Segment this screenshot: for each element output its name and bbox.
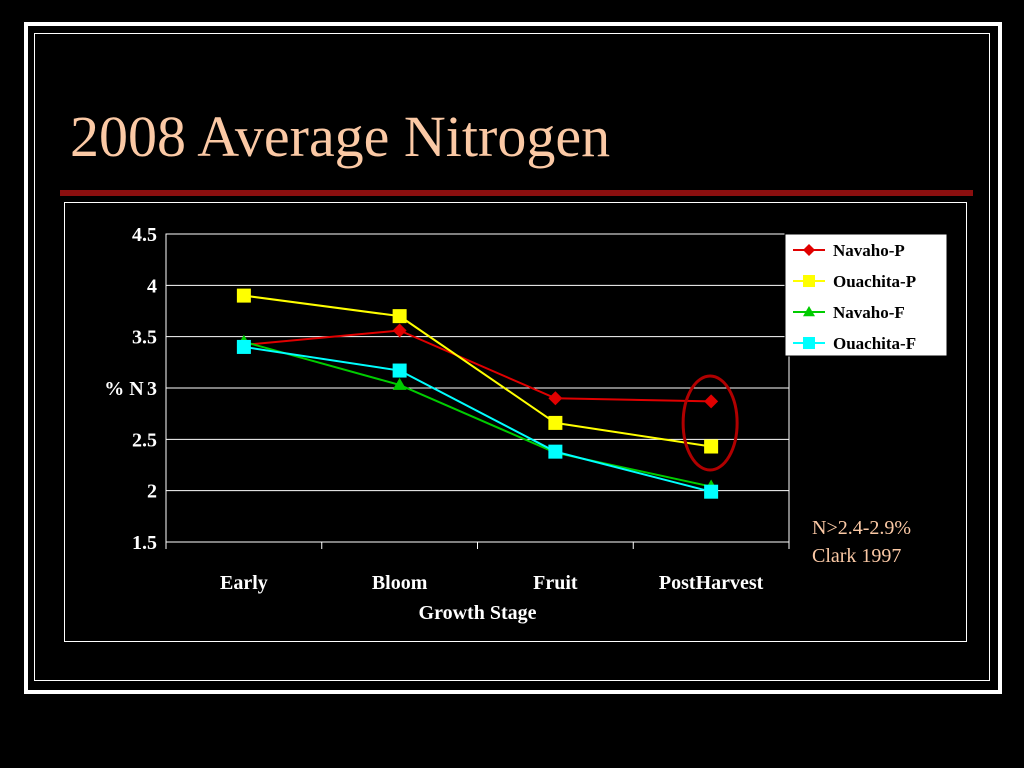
slide-title: 2008 Average Nitrogen [70, 104, 611, 169]
series-line [243, 294, 712, 448]
x-axis-label: Growth Stage [419, 602, 537, 624]
x-tick-label: PostHarvest [659, 572, 764, 594]
data-point [704, 439, 719, 454]
data-point [704, 484, 719, 499]
data-point [548, 391, 563, 406]
y-axis-label: % N [104, 378, 144, 400]
data-point [392, 309, 407, 324]
legend-marker [803, 306, 815, 317]
annotation-ellipse [681, 374, 739, 472]
data-point [704, 394, 719, 409]
note-source: Clark 1997 [812, 545, 902, 567]
data-point [392, 363, 407, 378]
note-range: N>2.4-2.9% [812, 517, 912, 539]
legend-item-label: Navaho-P [833, 241, 905, 260]
series-line [243, 329, 712, 403]
series-line [243, 340, 712, 488]
legend-item-label: Navaho-F [833, 303, 905, 322]
chart-panel: 1.5 2 2.5 3 3.5 4 4.5 Early Bloom Fruit PostHarves… [64, 202, 967, 642]
data-point [236, 339, 251, 354]
y-tick-label: 4.5 [132, 224, 157, 246]
y-tick-label: 1.5 [132, 532, 157, 554]
legend-item-label: Ouachita-F [833, 334, 916, 353]
legend-marker [803, 244, 815, 256]
data-point [392, 377, 407, 390]
legend-item-label: Ouachita-P [833, 272, 916, 291]
x-tick-label: Fruit [533, 572, 578, 594]
x-tick-label: Bloom [372, 572, 428, 594]
y-tick-label: 3 [147, 378, 157, 400]
y-tick-label: 4 [147, 275, 157, 297]
y-tick-label: 3.5 [132, 327, 157, 349]
legend-marker [803, 275, 815, 287]
slide-frame-inner [34, 33, 990, 681]
data-point [548, 415, 563, 430]
data-point [548, 444, 563, 459]
data-point [392, 323, 407, 338]
nitrogen-line-chart: 1.5 2 2.5 3 3.5 4 4.5 Early Bloom Fruit PostHarves… [104, 224, 948, 624]
data-point [236, 288, 251, 303]
y-tick-label: 2.5 [132, 429, 157, 451]
series-line [243, 345, 712, 493]
legend-box [784, 233, 948, 357]
title-rule [60, 190, 973, 196]
y-tick-label: 2 [147, 481, 157, 503]
reference-note: N>2.4-2.9% Clark 1997 [812, 514, 911, 570]
slide-frame-outer [24, 22, 1002, 694]
legend-marker [803, 337, 815, 349]
x-tick-label: Early [220, 572, 268, 594]
